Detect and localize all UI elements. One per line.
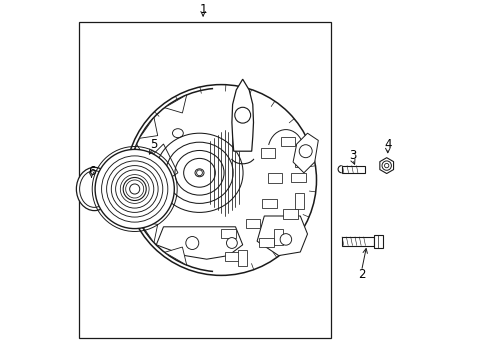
- Circle shape: [381, 161, 390, 170]
- Ellipse shape: [76, 167, 112, 211]
- Bar: [221, 229, 235, 238]
- Polygon shape: [164, 247, 186, 265]
- Circle shape: [226, 238, 237, 248]
- Bar: [237, 250, 246, 266]
- Ellipse shape: [80, 171, 109, 207]
- Text: 2: 2: [357, 268, 365, 281]
- Circle shape: [384, 163, 388, 168]
- Circle shape: [95, 149, 174, 229]
- Polygon shape: [164, 95, 186, 113]
- Bar: [294, 151, 304, 167]
- Text: 4: 4: [383, 138, 391, 151]
- Bar: [294, 193, 304, 209]
- Circle shape: [123, 177, 146, 201]
- Polygon shape: [139, 222, 157, 243]
- Polygon shape: [139, 117, 157, 138]
- Polygon shape: [257, 216, 307, 256]
- Bar: [259, 238, 273, 247]
- Circle shape: [129, 184, 140, 194]
- Bar: [79, 22, 330, 338]
- Bar: [245, 219, 260, 228]
- Text: 1: 1: [199, 3, 206, 15]
- Bar: [341, 166, 365, 173]
- Circle shape: [125, 85, 316, 275]
- Polygon shape: [156, 227, 242, 259]
- Circle shape: [234, 107, 250, 123]
- Bar: [373, 235, 382, 248]
- Bar: [291, 172, 305, 182]
- Bar: [224, 252, 239, 261]
- Circle shape: [280, 234, 291, 245]
- Polygon shape: [130, 144, 146, 169]
- Polygon shape: [145, 144, 178, 187]
- Bar: [267, 174, 282, 183]
- Polygon shape: [292, 133, 318, 173]
- Bar: [260, 148, 275, 158]
- Polygon shape: [231, 79, 253, 151]
- Circle shape: [299, 145, 311, 158]
- Text: 3: 3: [348, 149, 355, 162]
- Circle shape: [196, 170, 202, 176]
- Text: 5: 5: [149, 138, 157, 151]
- Bar: [280, 136, 295, 146]
- Bar: [262, 199, 276, 208]
- Polygon shape: [129, 175, 143, 201]
- Bar: [273, 229, 283, 245]
- Text: 6: 6: [87, 165, 95, 178]
- Ellipse shape: [195, 169, 203, 177]
- Bar: [341, 237, 373, 246]
- Circle shape: [185, 237, 199, 249]
- Polygon shape: [379, 158, 393, 174]
- Bar: [283, 209, 297, 219]
